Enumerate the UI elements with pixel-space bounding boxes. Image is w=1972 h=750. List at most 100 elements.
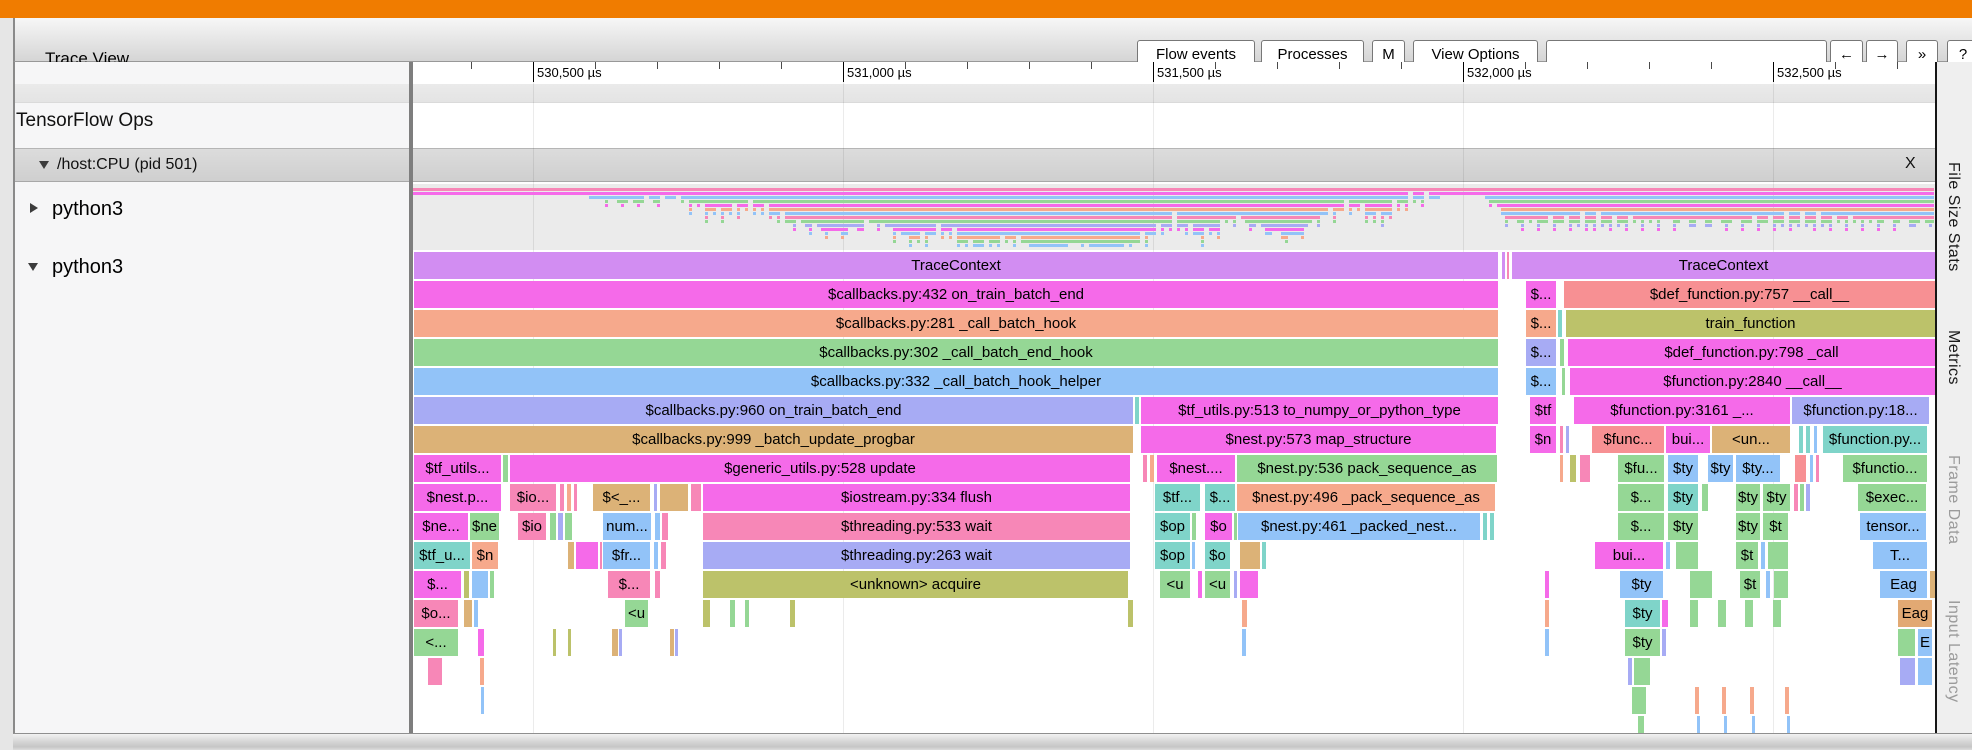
trace-event-sliver[interactable] (1724, 716, 1727, 743)
collapse-triangle-icon[interactable] (28, 263, 38, 271)
trace-event-sliver[interactable] (568, 629, 571, 656)
trace-event-bar[interactable]: $exec... (1858, 484, 1926, 511)
trace-event-bar[interactable]: $function.py:3161 _... (1574, 397, 1790, 424)
collapse-triangle-icon[interactable] (39, 161, 49, 169)
trace-event-sliver[interactable] (1558, 310, 1562, 337)
panel-tab-frame-data[interactable]: Frame Data (1945, 455, 1962, 545)
trace-event-bar[interactable]: $ty (1763, 484, 1790, 511)
trace-event-bar[interactable]: $function.py:2840 __call__ (1570, 368, 1935, 395)
trace-event-bar[interactable]: $ty... (1736, 455, 1780, 482)
trace-event-sliver[interactable] (1560, 426, 1563, 453)
trace-event-sliver[interactable] (1566, 426, 1569, 453)
trace-event-sliver[interactable] (1816, 455, 1819, 482)
trace-event-bar[interactable]: $func... (1592, 426, 1664, 453)
close-device-button[interactable]: X (1905, 155, 1916, 172)
trace-event-sliver[interactable] (1192, 542, 1195, 569)
trace-event-bar[interactable]: $nest.py:461 _packed_nest... (1238, 513, 1480, 540)
trace-event-bar[interactable]: $nest.p... (414, 484, 501, 511)
trace-event-sliver[interactable] (1745, 600, 1753, 627)
trace-event-sliver[interactable] (675, 629, 678, 656)
trace-event-sliver[interactable] (1262, 542, 1266, 569)
trace-event-bar[interactable]: $ty (1736, 513, 1760, 540)
trace-event-sliver[interactable] (1560, 339, 1564, 366)
trace-event-sliver[interactable] (660, 484, 688, 511)
trace-event-sliver[interactable] (1150, 455, 1154, 482)
panel-tab-input-latency[interactable]: Input Latency (1945, 600, 1962, 703)
trace-event-bar[interactable]: $io... (510, 484, 556, 511)
trace-event-bar[interactable]: $tf (1530, 397, 1556, 424)
trace-event-sliver[interactable] (1718, 600, 1726, 627)
trace-event-sliver[interactable] (576, 542, 598, 569)
trace-event-sliver[interactable] (1666, 542, 1670, 569)
trace-event-sliver[interactable] (574, 484, 577, 511)
trace-event-sliver[interactable] (464, 571, 469, 598)
trace-event-sliver[interactable] (1898, 629, 1915, 656)
trace-event-bar[interactable]: <u (625, 600, 648, 627)
trace-event-sliver[interactable] (1722, 687, 1726, 714)
trace-event-bar[interactable]: $def_function.py:798 _call (1568, 339, 1935, 366)
trace-event-sliver[interactable] (565, 513, 572, 540)
trace-event-sliver[interactable] (790, 600, 795, 627)
panel-tab-file-size-stats[interactable]: File Size Stats (1945, 162, 1962, 272)
trace-event-bar[interactable]: $t (1736, 542, 1758, 569)
trace-event-sliver[interactable] (1242, 629, 1246, 656)
trace-event-sliver[interactable] (474, 600, 478, 627)
trace-event-sliver[interactable] (1690, 571, 1712, 598)
expand-triangle-icon[interactable] (30, 203, 38, 213)
trace-event-sliver[interactable] (1570, 455, 1576, 482)
trace-event-sliver[interactable] (1773, 600, 1781, 627)
trace-event-bar[interactable]: $callbacks.py:281 _call_batch_hook (414, 310, 1498, 337)
trace-event-bar[interactable]: $ty (1736, 484, 1760, 511)
trace-event-bar[interactable]: $t (1763, 513, 1788, 540)
trace-event-sliver[interactable] (654, 542, 658, 569)
trace-event-sliver[interactable] (478, 629, 484, 656)
bottom-scroll-bar[interactable] (13, 733, 1972, 750)
trace-event-bar[interactable]: $generic_utils.py:528 update (510, 455, 1130, 482)
trace-event-bar[interactable]: bui... (1666, 426, 1710, 453)
trace-event-bar[interactable]: $tf... (1155, 484, 1200, 511)
trace-event-bar[interactable]: <un... (1712, 426, 1790, 453)
trace-event-bar[interactable]: T... (1873, 542, 1927, 569)
trace-event-sliver[interactable] (1806, 484, 1810, 511)
trace-event-sliver[interactable] (560, 484, 564, 511)
trace-event-sliver[interactable] (1240, 542, 1260, 569)
trace-event-bar[interactable]: $o (1205, 513, 1232, 540)
trace-event-bar[interactable]: $ne... (414, 513, 468, 540)
trace-event-bar[interactable]: $ty (1668, 513, 1698, 540)
trace-event-bar[interactable]: TraceContext (414, 252, 1498, 279)
trace-event-sliver[interactable] (428, 658, 442, 685)
trace-event-sliver[interactable] (1490, 513, 1494, 540)
trace-event-bar[interactable]: $tf_utils.py:513 to_numpy_or_python_type (1141, 397, 1498, 424)
trace-event-bar[interactable]: $n (1530, 426, 1556, 453)
trace-event-bar[interactable]: $... (1526, 281, 1556, 308)
trace-event-sliver[interactable] (1918, 658, 1932, 685)
sidebar-resize-handle[interactable] (409, 62, 413, 733)
trace-event-sliver[interactable] (612, 629, 618, 656)
trace-event-sliver[interactable] (1545, 600, 1549, 627)
trace-event-sliver[interactable] (472, 571, 488, 598)
trace-event-sliver[interactable] (1814, 426, 1817, 453)
trace-event-bar[interactable]: $threading.py:533 wait (703, 513, 1130, 540)
trace-event-sliver[interactable] (481, 687, 484, 714)
trace-event-bar[interactable]: $o... (414, 600, 458, 627)
trace-event-bar[interactable]: $ty (1625, 600, 1660, 627)
trace-event-bar[interactable]: $iostream.py:334 flush (703, 484, 1130, 511)
sidebar-thread-python3-collapsed[interactable]: python3 (30, 198, 123, 221)
trace-event-sliver[interactable] (550, 513, 556, 540)
trace-event-bar[interactable]: num... (603, 513, 651, 540)
trace-event-sliver[interactable] (1690, 600, 1698, 627)
trace-event-sliver[interactable] (691, 484, 701, 511)
trace-event-bar[interactable]: $fr... (603, 542, 650, 569)
trace-event-sliver[interactable] (1632, 687, 1646, 714)
trace-event-sliver[interactable] (490, 571, 494, 598)
trace-event-bar[interactable]: E (1918, 629, 1932, 656)
trace-event-bar[interactable]: $ty (1708, 455, 1733, 482)
trace-event-bar[interactable]: <... (414, 629, 458, 656)
trace-event-sliver[interactable] (1483, 513, 1487, 540)
trace-event-sliver[interactable] (1192, 513, 1196, 540)
trace-event-bar[interactable]: Eag (1898, 600, 1932, 627)
trace-event-sliver[interactable] (1502, 252, 1505, 279)
trace-event-sliver[interactable] (1794, 484, 1798, 511)
trace-event-sliver[interactable] (619, 629, 622, 656)
trace-event-bar[interactable]: $fu... (1618, 455, 1664, 482)
